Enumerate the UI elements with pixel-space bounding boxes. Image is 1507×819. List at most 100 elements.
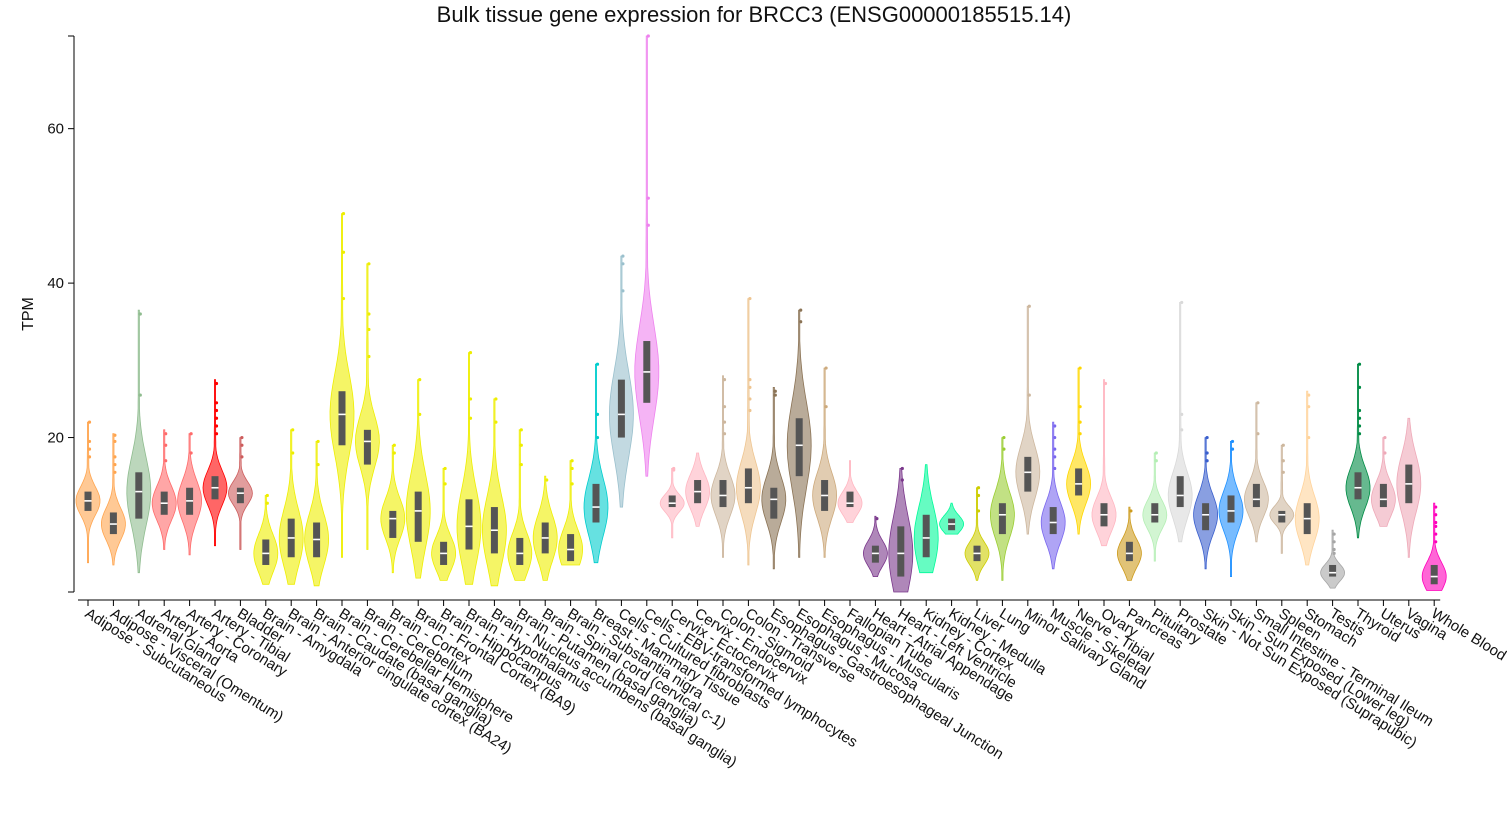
outlier-point	[1434, 524, 1438, 528]
violin-brain-amygdala	[253, 493, 279, 585]
violin-body[interactable]	[481, 398, 507, 587]
outlier-point	[316, 462, 320, 467]
iqr-box	[236, 487, 244, 504]
violin-body[interactable]	[1040, 421, 1066, 570]
violin-body[interactable]	[329, 213, 355, 558]
outlier-point	[418, 378, 422, 382]
outlier-point	[1027, 304, 1031, 308]
outlier-point	[87, 439, 92, 444]
outlier-point	[1078, 432, 1082, 436]
outlier-point	[1154, 459, 1158, 463]
violin-cells-cultured-fibroblasts	[608, 254, 634, 508]
violin-heart-left-ventricle	[888, 466, 914, 593]
iqr-box	[414, 491, 422, 542]
iqr-box	[262, 539, 270, 565]
outlier-point	[646, 34, 650, 38]
violin-brain-cerebellar-hemisphere	[329, 212, 355, 558]
violin-body[interactable]	[1243, 402, 1269, 543]
violin-stomach	[1294, 390, 1320, 566]
outlier-point	[1332, 540, 1336, 544]
violin-brain-spinal-cord-cervical-c-1	[532, 475, 558, 581]
outlier-point	[87, 447, 92, 451]
violin-series	[75, 34, 1447, 593]
outlier-point	[468, 416, 473, 420]
outlier-point	[494, 420, 498, 424]
violin-esophagus-muscularis	[812, 366, 838, 558]
outlier-point	[722, 432, 727, 436]
outlier-point	[900, 466, 904, 471]
outlier-point	[1307, 405, 1311, 409]
violin-body[interactable]	[1320, 529, 1346, 589]
violin-body[interactable]	[1091, 379, 1117, 547]
violin-body[interactable]	[101, 433, 126, 566]
outlier-point	[621, 289, 625, 293]
violin-body[interactable]	[1370, 437, 1396, 527]
violin-body[interactable]	[456, 352, 482, 585]
outlier-point	[443, 482, 447, 486]
violin-body[interactable]	[380, 444, 406, 574]
violin-pancreas	[1117, 506, 1142, 581]
violin-lung	[990, 435, 1015, 581]
outlier-point	[1027, 393, 1031, 397]
iqr-box	[465, 499, 473, 550]
iqr-box	[592, 483, 600, 523]
outlier-point	[367, 262, 371, 266]
iqr-box	[897, 526, 905, 577]
violin-body[interactable]	[812, 367, 838, 558]
outlier-point	[214, 432, 219, 436]
outlier-point	[214, 424, 219, 428]
violin-body[interactable]	[583, 363, 609, 564]
outlier-point	[976, 493, 981, 498]
outlier-point	[1205, 451, 1209, 455]
iqr-box	[922, 514, 930, 558]
outlier-point	[240, 443, 244, 447]
outlier-point	[164, 432, 168, 436]
violin-body[interactable]	[710, 375, 736, 558]
violin-body[interactable]	[126, 309, 152, 574]
violin-body[interactable]	[1345, 363, 1371, 539]
violin-body[interactable]	[202, 379, 228, 547]
iqr-box	[1202, 503, 1210, 531]
iqr-box	[770, 487, 778, 519]
outlier-point	[214, 416, 219, 420]
outlier-point	[1180, 412, 1184, 416]
outlier-point	[138, 312, 142, 316]
violin-body[interactable]	[964, 487, 990, 581]
violin-body[interactable]	[1066, 367, 1092, 535]
iqr-box	[1354, 472, 1362, 500]
violin-muscle-skeletal	[1040, 421, 1066, 570]
outlier-point	[722, 378, 727, 382]
violin-body[interactable]	[304, 440, 330, 587]
iqr-box	[1379, 483, 1387, 508]
violin-body[interactable]	[1421, 502, 1447, 591]
iqr-box	[363, 429, 371, 465]
violin-body[interactable]	[634, 35, 660, 477]
outlier-point	[1053, 435, 1057, 440]
violin-artery-aorta	[151, 429, 177, 550]
violin-body[interactable]	[354, 263, 380, 550]
violin-bladder	[227, 435, 253, 550]
violin-body[interactable]	[405, 379, 431, 579]
violin-heart-atrial-appendage	[863, 515, 888, 577]
iqr-box	[1151, 503, 1159, 523]
violin-body[interactable]	[761, 386, 787, 570]
outlier-point	[1434, 505, 1438, 509]
violin-artery-tibial	[202, 379, 228, 547]
outlier-point	[1307, 435, 1311, 440]
violin-body[interactable]	[1015, 305, 1041, 535]
outlier-point	[1129, 509, 1133, 513]
outlier-point	[748, 385, 752, 389]
violin-body[interactable]	[735, 298, 761, 566]
violin-brain-caudate-basal-ganglia	[304, 439, 330, 587]
violin-body[interactable]	[1294, 390, 1320, 566]
violin-body[interactable]	[151, 429, 177, 550]
outlier-point	[748, 397, 752, 401]
outlier-point	[240, 435, 244, 440]
violin-body[interactable]	[837, 460, 863, 523]
outlier-point	[1332, 532, 1336, 536]
violin-body[interactable]	[1269, 444, 1295, 554]
outlier-point	[722, 420, 727, 424]
violin-brain-hypothalamus	[456, 351, 482, 585]
outlier-point	[773, 393, 777, 397]
